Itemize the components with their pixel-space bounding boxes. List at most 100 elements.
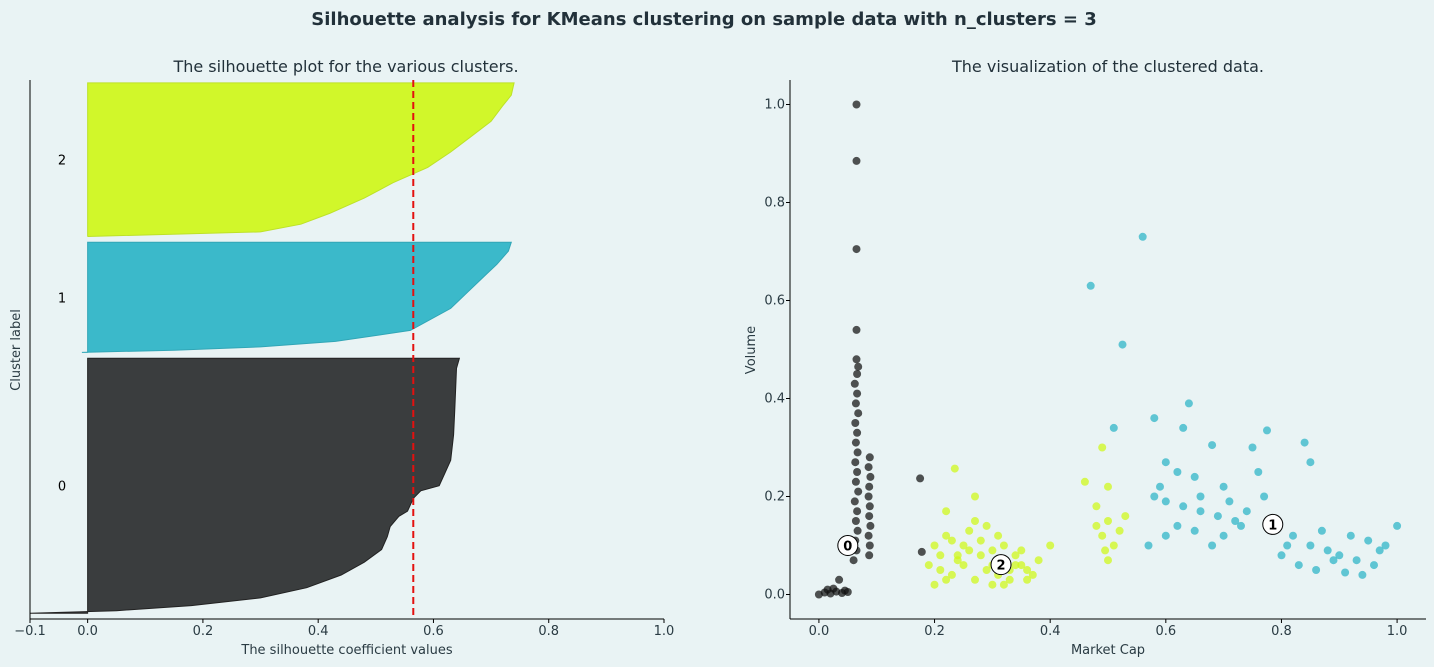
scatter-point-cluster-1	[1156, 482, 1164, 491]
scatter-point-cluster-2	[953, 556, 962, 565]
scatter-point-cluster-2	[988, 546, 997, 555]
scatter-point-cluster-1	[1283, 541, 1292, 550]
scatter-point-cluster-1	[1144, 541, 1153, 550]
scatter-point-cluster-2	[1011, 551, 1020, 560]
scatter-point-cluster-1	[1312, 566, 1321, 574]
cluster-label-0: 0	[58, 480, 66, 495]
scatter-y-ticks: 0.0 0.2 0.4 0.6 0.8 1.0	[764, 98, 790, 603]
scatter-point-cluster-2	[1104, 482, 1112, 491]
scatter-y-tick-label: 0.6	[764, 294, 785, 309]
scatter-point-cluster-0	[852, 325, 861, 334]
scatter-point-cluster-1	[1173, 468, 1182, 476]
scatter-point-cluster-1	[1393, 521, 1402, 530]
scatter-point-cluster-0	[850, 497, 859, 506]
silhouette-area-cluster-0	[29, 357, 461, 614]
scatter-point-cluster-0	[851, 517, 860, 525]
silhouette-x-tick-label: 0.8	[538, 624, 559, 639]
cluster-centers: 0 1 2	[837, 513, 1284, 576]
scatter-point-cluster-1	[1277, 551, 1286, 560]
scatter-point-cluster-0	[849, 556, 858, 565]
silhouette-area-cluster-1	[81, 241, 512, 353]
scatter-point-cluster-2	[936, 566, 945, 574]
scatter-point-cluster-1	[1118, 340, 1127, 349]
scatter-point-cluster-1	[1289, 531, 1297, 540]
scatter-point-cluster-0	[916, 474, 925, 483]
scatter-point-cluster-2	[942, 507, 951, 516]
silhouette-x-tick-label: 1.0	[654, 624, 675, 639]
scatter-point-cluster-1	[1370, 561, 1378, 570]
scatter-y-tick-label: 1.0	[764, 98, 785, 113]
scatter-point-cluster-2	[924, 561, 933, 570]
scatter-point-cluster-2	[999, 580, 1008, 589]
scatter-point-cluster-1	[1248, 443, 1257, 452]
cluster-center-2: 2	[990, 554, 1012, 576]
scatter-point-cluster-1	[1300, 438, 1309, 447]
scatter-point-cluster-1	[1335, 551, 1344, 560]
scatter-point-cluster-2	[1115, 526, 1124, 535]
scatter-point-cluster-2	[1023, 575, 1032, 584]
scatter-point-cluster-1	[1341, 568, 1350, 577]
scatter-point-cluster-2	[959, 561, 968, 570]
scatter-point-cluster-1	[1358, 570, 1367, 579]
figure-title: Silhouette analysis for KMeans clusterin…	[311, 9, 1096, 30]
scatter-points	[814, 100, 1402, 599]
scatter-point-cluster-1	[1138, 232, 1147, 241]
scatter-point-cluster-2	[930, 541, 939, 550]
scatter-point-cluster-1	[1190, 526, 1199, 535]
scatter-point-cluster-1	[1173, 521, 1182, 530]
scatter-point-cluster-1	[1161, 497, 1170, 506]
scatter-point-cluster-0	[865, 453, 874, 462]
scatter-point-cluster-2	[1098, 531, 1107, 540]
scatter-point-cluster-2	[994, 531, 1003, 540]
scatter-x-label: Market Cap	[1071, 643, 1145, 658]
scatter-point-cluster-2	[947, 536, 956, 545]
cluster-center-1: 1	[1262, 513, 1284, 535]
cluster-center-label: 1	[1268, 518, 1277, 533]
scatter-point-cluster-2	[1017, 561, 1026, 570]
scatter-point-cluster-1	[1219, 531, 1228, 540]
scatter-point-cluster-0	[854, 487, 863, 496]
silhouette-x-tick-label: 0.2	[193, 624, 214, 639]
scatter-x-tick-label: 0.6	[1155, 624, 1176, 639]
scatter-point-cluster-1	[1225, 497, 1234, 506]
scatter-point-cluster-1	[1294, 561, 1303, 570]
scatter-point-cluster-1	[1213, 512, 1222, 521]
silhouette-x-tick-label: −0.1	[14, 624, 46, 639]
scatter-point-cluster-1	[1196, 507, 1205, 516]
scatter-point-cluster-1	[1208, 541, 1217, 550]
scatter-point-cluster-2	[1109, 541, 1118, 550]
scatter-point-cluster-0	[851, 438, 860, 447]
cluster-scatter-plot: The visualization of the clustered data.…	[744, 57, 1426, 658]
scatter-point-cluster-0	[854, 409, 863, 418]
scatter-point-cluster-0	[853, 448, 862, 457]
cluster-label-2: 2	[58, 154, 66, 169]
scatter-point-cluster-2	[982, 566, 991, 574]
scatter-point-cluster-0	[864, 463, 873, 472]
scatter-point-cluster-2	[936, 551, 945, 560]
scatter-point-cluster-1	[1196, 492, 1205, 501]
scatter-point-cluster-1	[1242, 507, 1251, 516]
scatter-point-cluster-0	[829, 584, 838, 593]
silhouette-plot-title: The silhouette plot for the various clus…	[172, 57, 518, 76]
scatter-point-cluster-0	[866, 521, 875, 530]
scatter-point-cluster-0	[865, 512, 874, 521]
scatter-y-tick-label: 0.8	[764, 196, 785, 211]
scatter-point-cluster-1	[1231, 517, 1240, 525]
scatter-point-cluster-2	[999, 541, 1008, 550]
scatter-point-cluster-2	[976, 536, 985, 545]
silhouette-areas	[29, 82, 515, 614]
scatter-point-cluster-2	[1011, 561, 1020, 570]
scatter-point-cluster-0	[851, 458, 860, 467]
silhouette-y-label: Cluster label	[9, 309, 24, 391]
scatter-point-cluster-1	[1237, 521, 1245, 530]
scatter-point-cluster-1	[1086, 281, 1095, 290]
scatter-point-cluster-1	[1150, 414, 1159, 423]
scatter-point-cluster-2	[959, 541, 968, 550]
scatter-point-cluster-2	[950, 464, 959, 473]
scatter-point-cluster-2	[947, 570, 956, 579]
scatter-point-cluster-0	[852, 355, 861, 364]
scatter-point-cluster-2	[971, 575, 979, 584]
scatter-point-cluster-0	[864, 531, 873, 540]
scatter-point-cluster-1	[1381, 541, 1390, 550]
